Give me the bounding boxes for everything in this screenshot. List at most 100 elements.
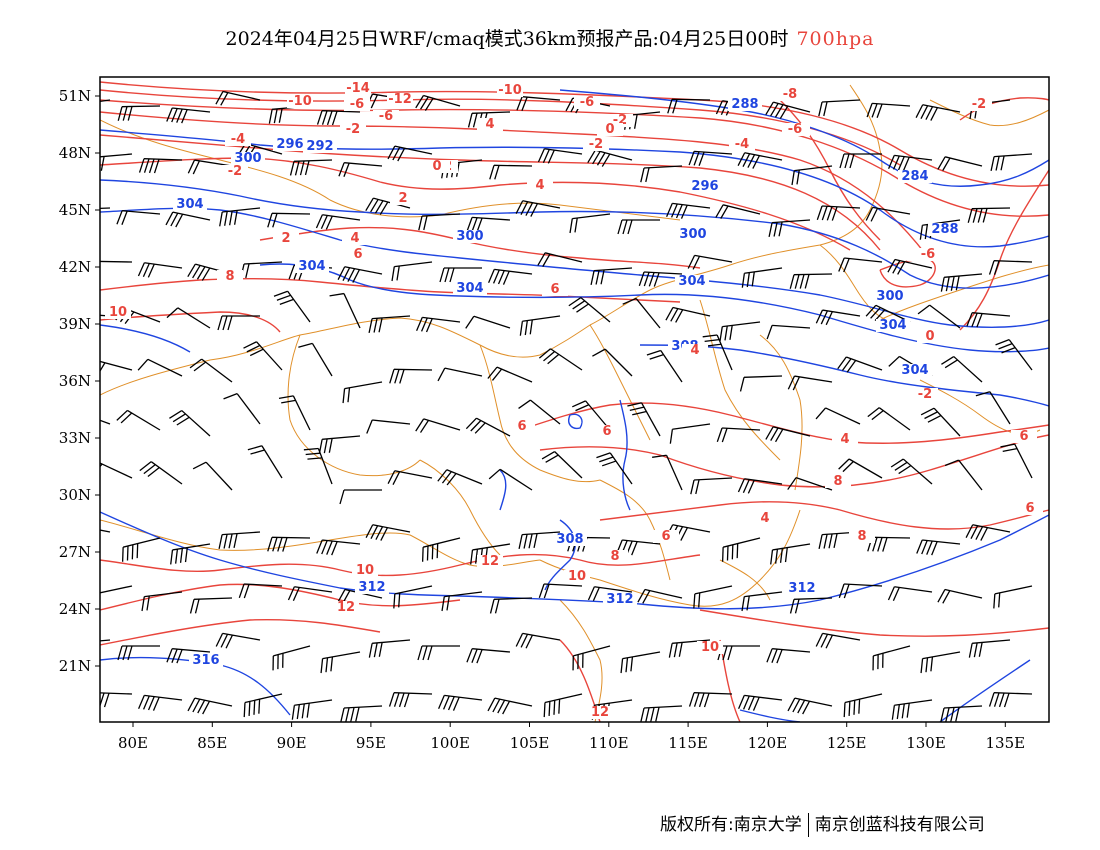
- wind-barb: [941, 356, 983, 383]
- wind-barb: [219, 207, 261, 227]
- wind-barb: [766, 324, 811, 340]
- wind-barb: [665, 306, 711, 323]
- wind-barb: [572, 645, 611, 671]
- temperature-label: -2: [228, 164, 242, 179]
- wind-barb: [965, 524, 1011, 541]
- longitude-axis: 80E 85E 90E 95E 100E 105E 110E 115E 120E 125E 130E…: [118, 722, 1025, 752]
- wind-barb: [688, 692, 733, 708]
- wind-barb: [816, 205, 861, 221]
- wind-barb: [865, 206, 911, 222]
- wind-barb: [789, 597, 833, 614]
- wind-barb: [116, 409, 161, 431]
- wind-barb: [787, 375, 833, 391]
- lat-tick-label: 33N: [59, 429, 91, 447]
- lon-tick-label: 95E: [356, 734, 386, 752]
- wind-barb: [518, 399, 561, 425]
- wind-barb: [100, 410, 111, 425]
- wind-barb: [587, 586, 633, 601]
- wind-barb: [815, 407, 861, 425]
- wind-barb: [866, 102, 911, 118]
- wind-barb: [170, 543, 211, 565]
- company-label: 南京创蓝科技有限公司: [814, 815, 985, 835]
- lat-tick-label: 24N: [59, 600, 91, 618]
- wind-barb: [437, 367, 483, 382]
- wind-barb: [543, 693, 583, 718]
- pressure-level: 700hpa: [796, 28, 875, 50]
- wind-barb: [741, 591, 783, 612]
- wind-barb: [569, 213, 611, 234]
- height-label: 292: [306, 139, 333, 154]
- temperature-label: 6: [1025, 501, 1034, 516]
- wind-barb: [138, 158, 183, 174]
- wind-barb: [243, 341, 283, 371]
- temperature-label: 4: [760, 511, 769, 526]
- wind-barb: [687, 254, 733, 270]
- temperature-label: -8: [783, 87, 797, 102]
- wind-barb: [920, 651, 961, 674]
- wind-barb: [617, 219, 660, 235]
- wind-barb: [538, 583, 583, 599]
- wind-barb: [541, 451, 583, 479]
- wind-barb: [715, 204, 761, 219]
- wind-barb: [489, 597, 533, 614]
- wind-barb: [690, 477, 733, 495]
- title-main: 2024年04月25日WRF/cmaq模式36km预报产品:04月25日00时: [225, 28, 789, 50]
- wind-barb: [421, 537, 461, 562]
- temperature-label: 4: [350, 231, 359, 246]
- wind-barb: [121, 537, 161, 562]
- copyright-label: 版权所有:南京大学: [660, 815, 802, 835]
- height-label: 296: [691, 179, 718, 194]
- lat-tick-label: 42N: [59, 258, 91, 276]
- wind-barb: [937, 588, 983, 604]
- wind-barb: [988, 692, 1033, 708]
- wind-barb: [770, 543, 811, 565]
- wind-barb: [243, 693, 283, 718]
- temperature-labels: -14-10-12-6-10-8-6-4-2-20-2-6-4-2-40-224…: [105, 81, 1043, 720]
- temperature-label: -6: [788, 122, 802, 137]
- height-label: 288: [931, 222, 958, 237]
- wind-barb: [166, 648, 211, 664]
- wind-barb: [488, 268, 533, 285]
- height-label: 304: [456, 281, 483, 296]
- wind-barb: [888, 154, 933, 171]
- wind-barb: [837, 356, 883, 373]
- wind-barb: [192, 461, 233, 491]
- wind-barb: [340, 705, 383, 722]
- wind-barb: [702, 334, 733, 371]
- height-label: 304: [298, 259, 325, 274]
- lon-tick-label: 120E: [748, 734, 788, 752]
- wind-barb: [100, 524, 111, 533]
- wind-barb: [387, 145, 433, 162]
- wind-barb: [278, 395, 311, 431]
- wind-barb: [838, 257, 883, 273]
- temperature-label: 6: [1019, 429, 1028, 444]
- wind-barb: [737, 478, 783, 494]
- wind-barb: [218, 531, 261, 550]
- wind-barb: [940, 705, 983, 722]
- wind-barb: [287, 586, 333, 601]
- wind-barb: [187, 697, 233, 715]
- temperature-label: 4: [535, 178, 544, 193]
- wind-barb: [329, 292, 361, 329]
- wind-barb: [915, 104, 961, 121]
- lon-tick-label: 100E: [430, 734, 470, 752]
- temperature-label: -6: [379, 109, 393, 124]
- temperature-label: 12: [481, 554, 499, 569]
- wind-barb: [417, 645, 460, 661]
- wind-barb: [872, 645, 911, 671]
- height-label: 300: [679, 227, 706, 242]
- wind-barb: [787, 697, 833, 715]
- height-label: 300: [234, 151, 261, 166]
- wind-barb: [975, 391, 1011, 425]
- wind-barb: [666, 202, 711, 219]
- lon-tick-label: 125E: [827, 734, 867, 752]
- lon-tick-label: 90E: [277, 734, 307, 752]
- temperature-label: 8: [833, 474, 842, 489]
- wind-barb: [838, 583, 883, 599]
- wind-barb: [217, 315, 260, 331]
- wind-barb: [765, 426, 811, 443]
- wind-barb: [100, 639, 111, 644]
- boundary-lines: [100, 84, 1049, 722]
- wind-barb: [596, 452, 633, 485]
- wind-barb: [968, 639, 1011, 658]
